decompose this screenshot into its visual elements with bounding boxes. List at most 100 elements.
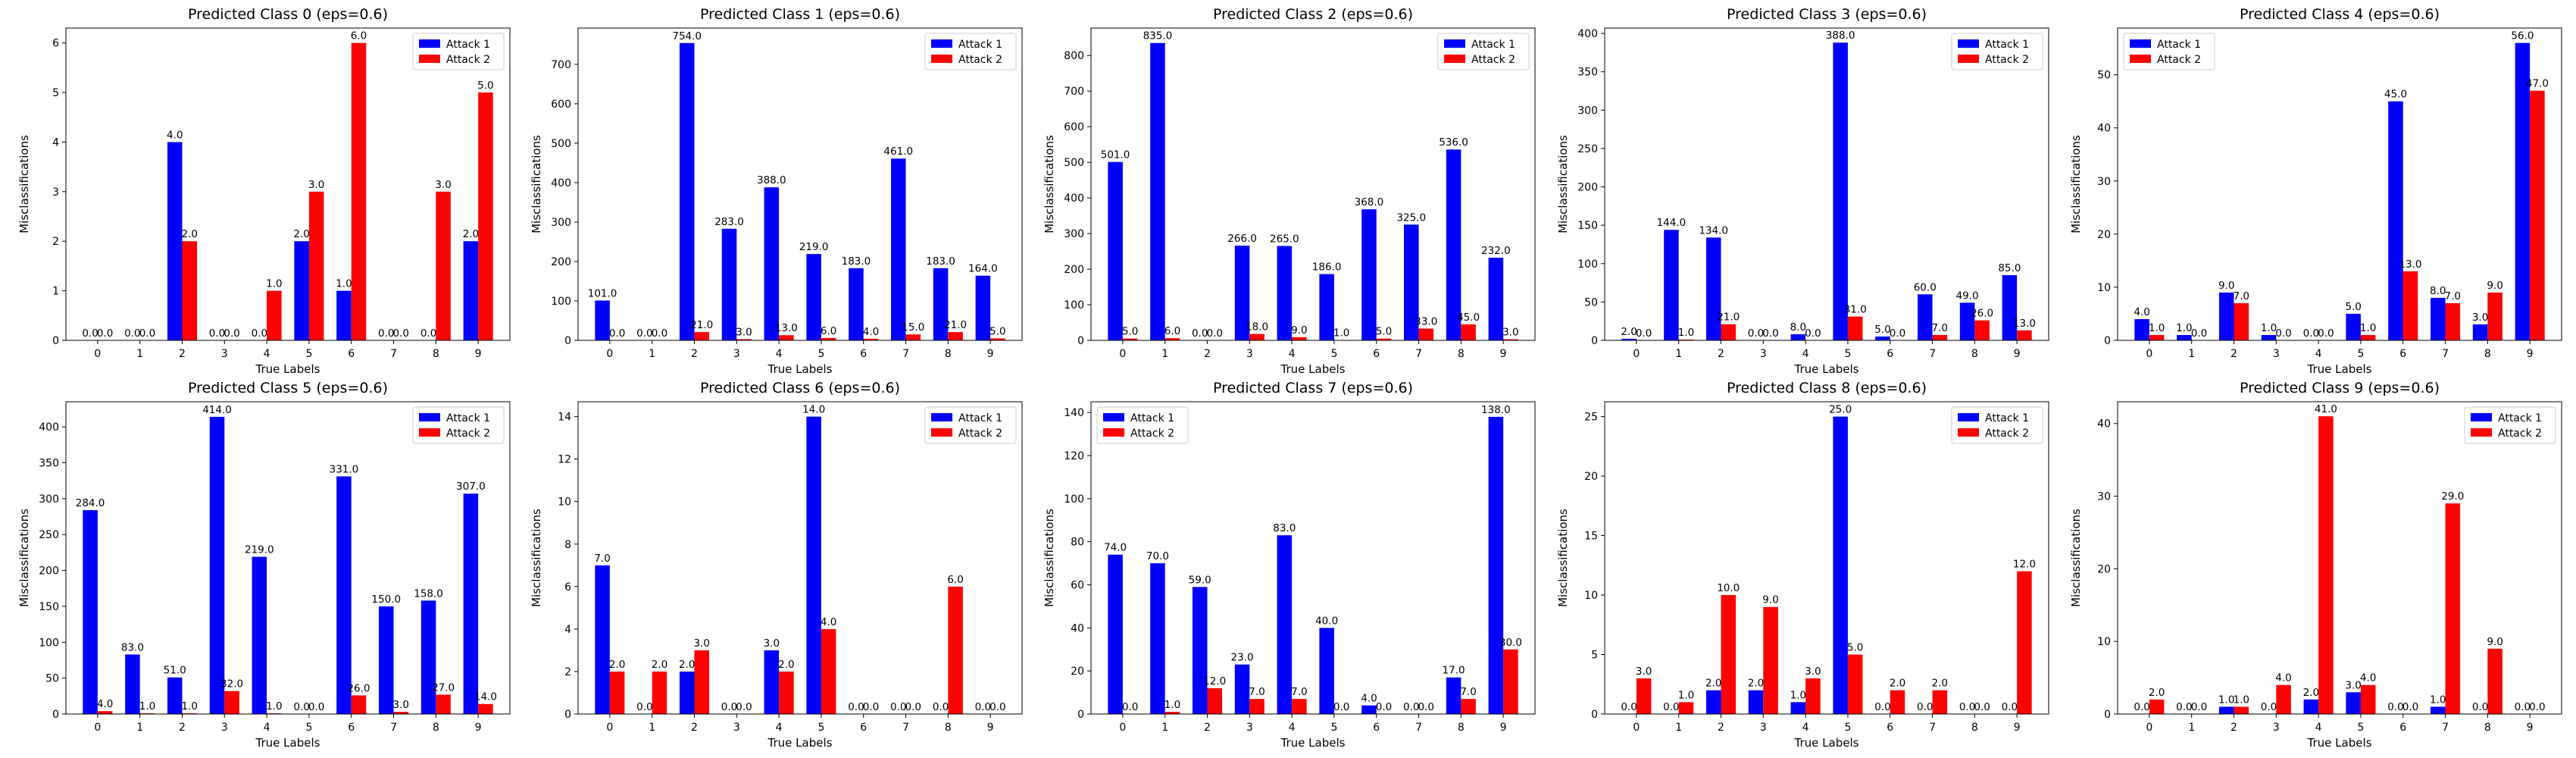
data-label: 0.0 — [97, 327, 113, 340]
bar — [721, 228, 737, 340]
x-tick-label: 2 — [179, 722, 186, 734]
data-label: 0.0 — [2191, 327, 2207, 340]
y-tick-label: 100 — [1064, 493, 1084, 506]
bar — [863, 338, 879, 340]
data-label: 8.0 — [1790, 321, 1806, 334]
chart-panel-1: Predicted Class 1 (eps=0.6)0100200300400… — [530, 6, 1023, 376]
chart-title: Predicted Class 2 (eps=0.6) — [1213, 6, 1413, 23]
y-tick-label: 10 — [558, 496, 571, 509]
legend: Attack 1 Attack 2 — [924, 406, 1017, 444]
data-label: 70.0 — [1146, 550, 1169, 562]
x-tick-label: 1 — [2188, 348, 2195, 360]
x-tick-label: 9 — [987, 348, 994, 360]
bar — [1503, 649, 1518, 714]
x-tick-label: 5 — [1330, 722, 1337, 734]
bar — [736, 339, 752, 340]
bar — [821, 337, 836, 340]
data-label: 14.0 — [802, 404, 825, 416]
x-tick-label: 6 — [1373, 348, 1380, 360]
data-label: 5.0 — [1874, 324, 1890, 336]
bar — [694, 332, 710, 340]
data-label: 51.0 — [164, 665, 186, 677]
data-label: 0.0 — [2275, 327, 2291, 340]
chart-title: Predicted Class 5 (eps=0.6) — [188, 380, 388, 396]
data-label: 0.0 — [890, 701, 906, 713]
x-tick-label: 6 — [1887, 348, 1893, 360]
data-label: 0.0 — [989, 701, 1005, 713]
data-label: 1.0 — [2234, 694, 2249, 706]
x-tick-label: 7 — [1415, 348, 1422, 360]
data-label: 49.0 — [1956, 290, 1979, 302]
x-tick-label: 5 — [818, 722, 824, 734]
x-tick-label: 8 — [2484, 348, 2491, 360]
bar — [1721, 324, 1737, 340]
data-label: 0.0 — [1333, 701, 1349, 713]
x-tick-label: 3 — [2273, 722, 2280, 734]
data-label: 30.0 — [1499, 637, 1522, 649]
data-label: 0.0 — [2387, 701, 2403, 713]
bar — [1150, 563, 1165, 714]
data-label: 0.0 — [1192, 327, 1208, 340]
bar — [2149, 699, 2165, 714]
bar — [779, 335, 794, 340]
x-axis-label: True Labels — [255, 362, 320, 376]
data-label: 388.0 — [1826, 30, 1855, 42]
x-tick-label: 0 — [1119, 722, 1126, 734]
x-tick-label: 0 — [1633, 348, 1640, 360]
data-label: 232.0 — [1481, 245, 1511, 257]
legend-swatch — [2471, 413, 2492, 421]
data-label: 9.0 — [1762, 594, 1778, 606]
data-label: 9.0 — [1291, 324, 1307, 337]
data-label: 0.0 — [652, 327, 667, 340]
data-label: 158.0 — [414, 587, 443, 600]
bar — [2430, 297, 2446, 340]
data-label: 144.0 — [1657, 217, 1687, 229]
data-label: 2.0 — [1890, 678, 1905, 690]
data-label: 0.0 — [1621, 701, 1637, 713]
bar — [849, 268, 864, 340]
data-label: 1.0 — [1678, 689, 1694, 701]
data-label: 7.0 — [594, 553, 610, 565]
legend: Attack 1 Attack 2 — [2123, 33, 2215, 70]
y-tick-label: 10 — [2097, 636, 2111, 648]
bar — [1805, 678, 1821, 714]
y-tick-label: 400 — [39, 421, 59, 434]
x-tick-label: 2 — [179, 348, 186, 360]
bar — [1917, 294, 1933, 340]
data-label: 0.0 — [609, 327, 625, 340]
y-tick-label: 4 — [52, 136, 59, 149]
bar — [2017, 330, 2032, 340]
data-label: 0.0 — [1403, 701, 1419, 713]
y-tick-label: 0 — [52, 335, 59, 347]
bar — [652, 671, 667, 714]
bar — [1461, 699, 1476, 714]
legend-swatch — [931, 413, 952, 421]
plot-area — [2118, 28, 2562, 340]
bar — [1488, 258, 1504, 340]
x-tick-label: 6 — [2399, 722, 2406, 734]
data-label: 1.0 — [1165, 699, 1180, 711]
data-label: 3.0 — [764, 637, 780, 650]
y-tick-label: 0 — [564, 709, 571, 721]
bar — [2149, 334, 2165, 340]
y-tick-label: 350 — [39, 458, 59, 470]
bar — [1847, 316, 1863, 340]
bar — [948, 586, 963, 714]
bar — [97, 711, 113, 714]
legend-swatch — [419, 55, 440, 63]
x-tick-label: 8 — [1458, 722, 1465, 734]
data-label: 4.0 — [167, 129, 183, 141]
chart-title: Predicted Class 3 (eps=0.6) — [1727, 6, 1927, 23]
x-axis-label: True Labels — [1280, 736, 1346, 750]
x-tick-label: 0 — [2146, 722, 2152, 734]
data-label: 0.0 — [2134, 701, 2149, 713]
data-label: 21.0 — [690, 319, 713, 331]
bar — [679, 42, 695, 341]
x-tick-label: 9 — [2527, 348, 2534, 360]
data-label: 25.0 — [1829, 404, 1852, 416]
bar — [1418, 328, 1434, 340]
x-tick-label: 0 — [94, 348, 101, 360]
bar — [1165, 712, 1180, 714]
y-tick-label: 40 — [2097, 418, 2111, 431]
data-label: 1.0 — [182, 700, 198, 713]
